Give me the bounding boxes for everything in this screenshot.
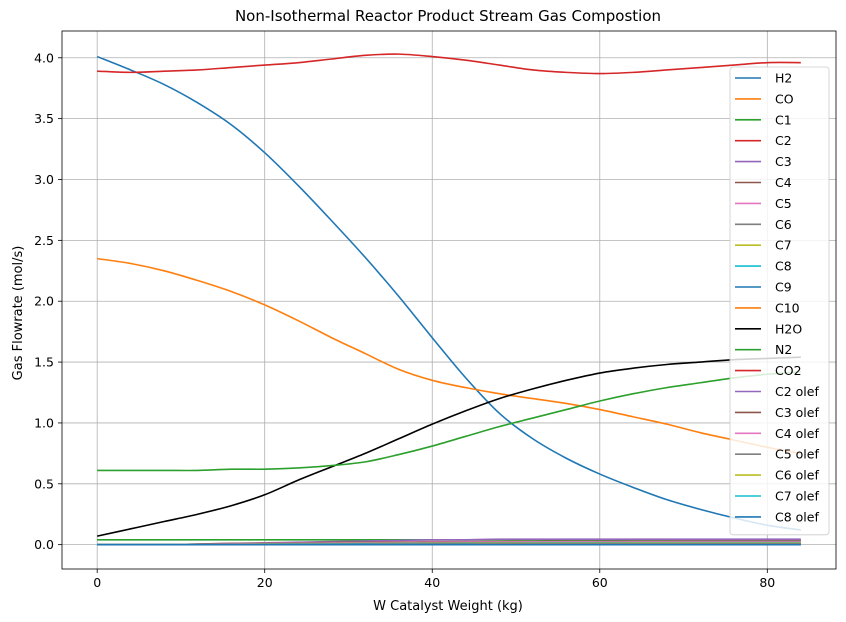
legend-label: C3 olef	[775, 405, 819, 420]
x-axis-label: W Catalyst Weight (kg)	[373, 599, 523, 614]
y-tick-label: 3.5	[34, 111, 54, 126]
series-line-h2	[96, 55, 801, 531]
plot-frame	[61, 30, 837, 570]
x-tick-label: 80	[759, 575, 775, 590]
series-lines	[96, 53, 801, 546]
y-tick-label: 0.0	[34, 537, 54, 552]
legend-label: C4 olef	[775, 426, 819, 441]
y-tick-label: 4.0	[34, 50, 54, 65]
y-tick-label: 1.0	[34, 415, 54, 430]
y-tick-label: 1.5	[34, 355, 54, 370]
legend-label: C10	[775, 300, 800, 315]
y-tick-label: 2.0	[34, 294, 54, 309]
legend-label: C6 olef	[775, 468, 819, 483]
legend-label: C8	[775, 259, 792, 274]
x-tick-label: 20	[257, 575, 273, 590]
legend-label: H2O	[775, 321, 802, 336]
y-tick-label: 2.5	[34, 233, 54, 248]
series-line-h2o	[97, 356, 801, 537]
y-axis-label: Gas Flowrate (mol/s)	[11, 246, 26, 381]
axes: 0 20 40 60 80 0.0 0.5 1.0 1.5 2.0 2.5 3.0 3.5 4.0	[34, 30, 837, 590]
legend-label: C8 olef	[775, 509, 819, 524]
legend: H2 CO C1 C2 C3 C4 C5 C6 C7 C8 C9 C10 H2O N2 CO2 C2 olef…	[729, 66, 830, 536]
legend-label: C6	[775, 217, 792, 232]
legend-label: C4	[775, 175, 792, 190]
legend-label: C7 olef	[775, 489, 819, 504]
series-line-n2	[97, 371, 801, 472]
legend-label: CO	[775, 91, 794, 106]
legend-label: C9	[775, 280, 792, 295]
legend-box	[729, 66, 830, 536]
legend-label: CO2	[775, 363, 802, 378]
series-line-co	[97, 257, 801, 455]
x-tick-label: 40	[424, 575, 440, 590]
chart-title: Non-Isothermal Reactor Product Stream Ga…	[235, 7, 661, 25]
legend-label: C5	[775, 196, 792, 211]
legend-label: C1	[775, 112, 792, 127]
legend-label: N2	[775, 342, 792, 357]
legend-label: C2	[775, 133, 792, 148]
legend-label: C2 olef	[775, 384, 819, 399]
series-line-c2	[97, 53, 801, 75]
x-tick-label: 0	[93, 575, 101, 590]
legend-label: C7	[775, 238, 792, 253]
legend-label: C5 olef	[775, 447, 819, 462]
y-tick-label: 3.0	[34, 172, 54, 187]
legend-label: C3	[775, 154, 792, 169]
x-tick-label: 60	[592, 575, 608, 590]
y-tick-label: 0.5	[34, 476, 54, 491]
legend-label: H2	[775, 71, 792, 86]
